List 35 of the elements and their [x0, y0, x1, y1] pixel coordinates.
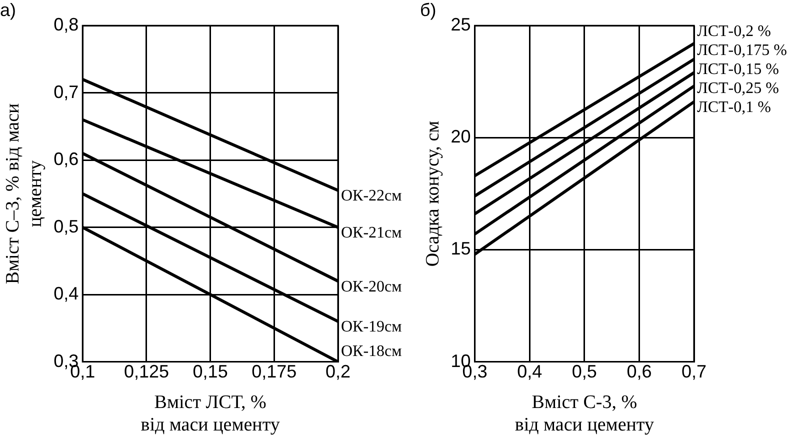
x-tick-label: 0,125 — [124, 362, 169, 382]
series-label: ОК-18см — [341, 343, 402, 360]
y-tick-label: 20 — [450, 126, 471, 147]
series-label: ЛСТ-0,175 % — [697, 42, 787, 60]
y-tick-label: 0,5 — [54, 216, 79, 236]
y-axis-title: Осадка конусу, см — [422, 120, 444, 267]
series-label: ЛСТ-0,15 % — [697, 61, 779, 78]
text: Вміст ЛСТ, % — [154, 392, 266, 413]
series-label: ОК-20см — [341, 278, 402, 296]
text: від маси цементу — [514, 414, 654, 436]
x-tick-label: 0,6 — [626, 362, 652, 382]
series-label: ОК-22см — [341, 188, 402, 205]
y-tick-label: 25 — [450, 14, 471, 35]
x-tick-label: 0,5 — [572, 362, 597, 382]
chart-title: а) — [0, 0, 16, 20]
series-label: ОК-21см — [341, 224, 402, 242]
y-tick-label: 15 — [450, 238, 471, 259]
series-label: ЛСТ-0,25 % — [697, 80, 779, 98]
y-tick-label: 0,6 — [54, 149, 79, 170]
y-tick-label: 0,4 — [54, 284, 79, 304]
text: Вміст С-3, % — [532, 392, 638, 413]
series-label: ЛСТ-0,1 % — [697, 99, 771, 116]
text: від маси цементу — [140, 414, 280, 436]
x-tick-label: 0,4 — [517, 362, 542, 382]
series-label: ЛСТ-0,2 % — [697, 23, 771, 40]
series-label: ОК-19см — [341, 318, 402, 336]
chart-title: б) — [420, 0, 436, 20]
x-tick-label: 0,175 — [252, 362, 297, 382]
x-tick-label: 0,15 — [192, 362, 228, 382]
y-tick-label: 0,7 — [54, 82, 79, 102]
text: цементу — [25, 160, 46, 228]
y-tick-label: 0,8 — [54, 14, 79, 35]
x-tick-label: 0,2 — [325, 362, 351, 382]
x-tick-label: 0,7 — [681, 362, 707, 382]
text: Вміст С–3, % від маси — [2, 103, 24, 284]
